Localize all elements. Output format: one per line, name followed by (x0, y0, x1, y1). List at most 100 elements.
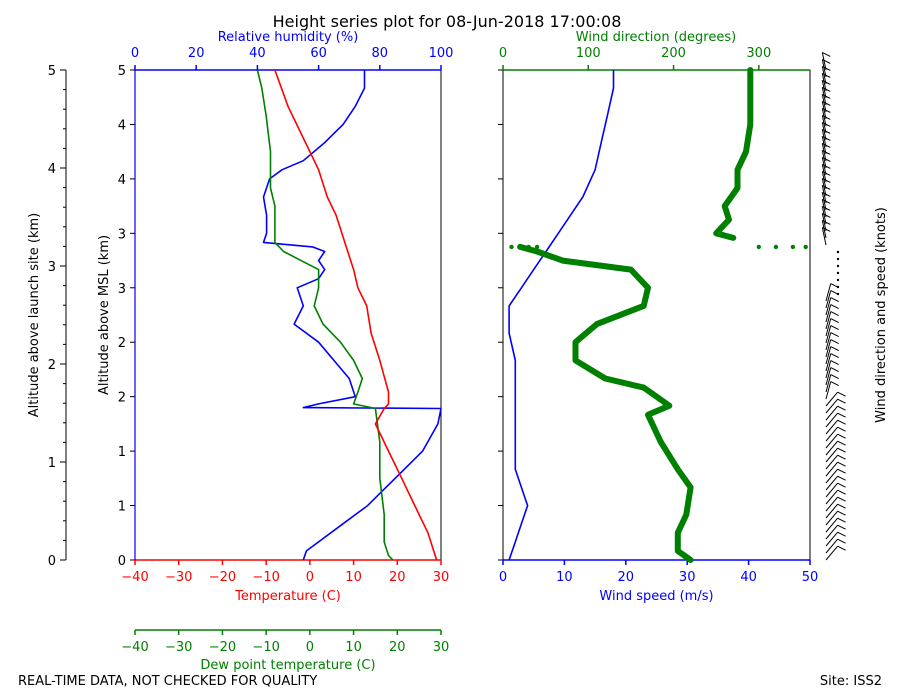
wind-barb-flag (837, 496, 846, 502)
chart-title: Height series plot for 08-Jun-2018 17:00… (273, 12, 622, 31)
wind-barb-flag (822, 51, 831, 57)
right-panel-frame (502, 69, 811, 561)
msl-tick-label: 3 (118, 227, 126, 242)
wind-direction-scatter-point (517, 244, 523, 250)
wind-barb-staff (825, 538, 838, 554)
wind-barb-flag (837, 447, 846, 453)
wind-speed-line (508, 70, 615, 561)
wind-barb-flag (830, 367, 839, 373)
right-panel-axes: 0 100 200 300 Wind direction (degrees) 0 10 20 3… (498, 30, 818, 604)
wind-barb-staff (825, 531, 838, 547)
wind-barb-flag (837, 419, 846, 425)
wind-barb-staff (825, 290, 832, 309)
dew-point-tick-label: 0 (306, 640, 314, 655)
wind-barb-staff (825, 510, 838, 526)
wind-direction-tick-label: 300 (746, 46, 771, 61)
wind-direction-scatter-point (790, 244, 796, 250)
wind-barb-staff (825, 405, 838, 421)
wind-barb-flag (822, 79, 831, 85)
temperature-tick-label: 20 (389, 570, 406, 585)
wind-barb-staff (821, 178, 827, 197)
wind-barb-flag (830, 381, 839, 387)
wind-barb-flag (822, 156, 831, 162)
wind-barb-staff (825, 454, 838, 470)
wind-barb-staff (825, 503, 838, 519)
dew-point-tick-label: 30 (433, 640, 450, 655)
wind-barb-flag (837, 538, 846, 544)
wind-barb-flag (822, 93, 831, 99)
wind-barb-flag (837, 398, 846, 404)
temperature-line (274, 69, 438, 561)
wind-barb-staff (825, 524, 838, 540)
left-panel-lines (256, 69, 442, 561)
wind-barb-flag (837, 475, 846, 481)
humidity-tick-label: 40 (249, 46, 266, 61)
wind-direction-tick-label: 100 (576, 46, 601, 61)
dew-point-tick-label: −30 (165, 640, 192, 655)
wind-barb-staff (821, 52, 827, 71)
wind-barb-staff (821, 66, 827, 85)
wind-barb-staff (821, 171, 827, 190)
wind-direction-tick-label: 200 (661, 46, 686, 61)
wind-barb-flag (837, 468, 846, 474)
wind-speed-tick-label: 0 (499, 570, 507, 585)
wind-barb-flag (837, 405, 846, 411)
wind-barb-staff (825, 297, 832, 316)
wind-barb-staff (825, 367, 832, 386)
wind-barb-flag (822, 205, 831, 211)
wind-barb-flag (837, 489, 846, 495)
wind-barb-staff (821, 220, 827, 239)
wind-barb-staff (825, 517, 838, 533)
wind-barb-staff (825, 412, 838, 428)
wind-barb-staff (825, 332, 832, 351)
wind-barb-staff (821, 143, 827, 162)
wind-barb-flag (822, 219, 831, 225)
wind-barb-staff (821, 157, 827, 176)
wind-barb-flag (830, 311, 839, 317)
wind-barb-staff (821, 206, 827, 225)
wind-barbs (821, 51, 846, 561)
wind-direction-scatter-point (773, 244, 779, 250)
temperature-tick-label: −10 (252, 570, 279, 585)
outer-y-axis-label: Altitude above launch site (km) (27, 213, 42, 417)
wind-barb-staff (821, 136, 827, 155)
relative-humidity-line (262, 70, 442, 561)
wind-barb-flag (822, 226, 831, 232)
wind-barb-flag (837, 412, 846, 418)
wind-barb-flag (822, 128, 831, 134)
wind-barb-flag (837, 440, 846, 446)
wind-barb-staff (825, 447, 838, 463)
wind-barb-calm-dot (836, 271, 840, 275)
wind-barb-flag (830, 374, 839, 380)
wind-barb-staff (825, 360, 832, 379)
wind-barb-flag (822, 191, 831, 197)
wind-barb-staff (825, 374, 832, 393)
wind-barb-flag (837, 426, 846, 432)
inner-y-axis-label: Altitude above MSL (km) (97, 235, 112, 395)
wind-barb-calm-dot (836, 250, 840, 254)
wind-barb-flag (837, 482, 846, 488)
wind-barb-flag (837, 510, 846, 516)
wind-barb-flag (830, 325, 839, 331)
wind-barb-calm-dot (836, 257, 840, 261)
launch-altitude-tick-label: 5 (48, 64, 56, 79)
wind-barb-staff (821, 164, 827, 183)
wind-barb-flag (830, 346, 839, 352)
wind-barb-staff (821, 227, 827, 246)
wind-barb-flag (822, 65, 831, 71)
wind-barb-staff (825, 545, 838, 561)
dew-point-axis-label: Dew point temperature (C) (200, 658, 375, 673)
wind-direction-scatter-point (526, 244, 531, 250)
dew-point-tick-label: −20 (209, 640, 236, 655)
wind-barb-staff (825, 398, 838, 414)
msl-tick-label: 3 (118, 282, 126, 297)
dew-point-tick-label: 10 (345, 640, 362, 655)
launch-altitude-tick-label: 2 (48, 358, 56, 373)
wind-barb-flag (830, 318, 839, 324)
wind-speed-tick-label: 10 (556, 570, 573, 585)
wind-barb-staff (825, 318, 832, 337)
wind-barb-staff (821, 150, 827, 169)
dew-point-tick-label: −40 (121, 640, 148, 655)
wind-barb-flag (830, 283, 839, 289)
